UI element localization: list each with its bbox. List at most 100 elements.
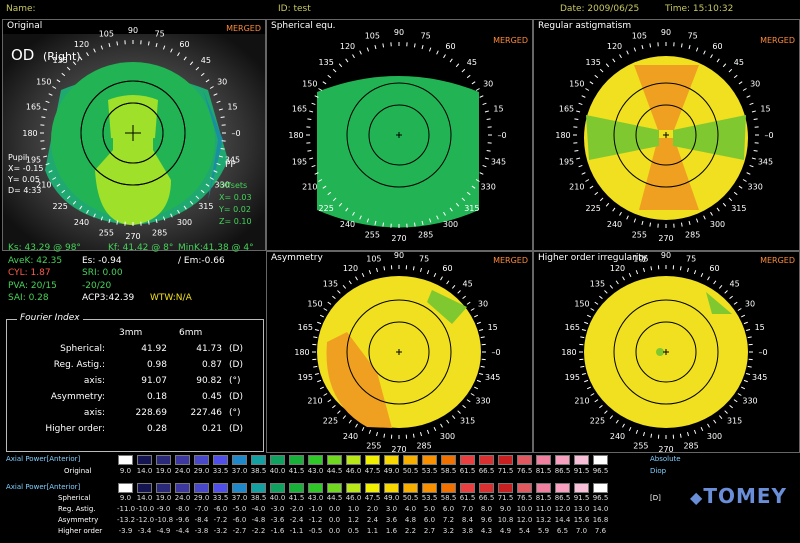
axis-tick: [327, 301, 332, 305]
scale-value: 2.2: [404, 527, 417, 535]
scale-value: 9.6: [480, 516, 493, 524]
axis-label: 225: [53, 202, 68, 211]
axis-tick: [355, 423, 358, 428]
axis-tick: [753, 149, 758, 152]
axis-label: 60: [709, 264, 719, 273]
header-bar: Name: ID: test Date: 2009/06/25 Time: 15…: [0, 0, 800, 18]
scale-value: 50.5: [402, 494, 419, 502]
axis-tick: [45, 162, 50, 166]
axis-tick: [599, 197, 604, 202]
color-swatch: [555, 483, 570, 493]
axis-tick: [679, 433, 682, 438]
scale-value: -13.2: [117, 516, 136, 524]
axis-tick: [72, 200, 77, 205]
axis-tick: [218, 108, 223, 111]
scale-value: 41.5: [288, 494, 305, 502]
axis-tick: [733, 74, 738, 79]
axis-tick: [451, 415, 456, 419]
color-swatch: [384, 455, 399, 465]
axis-tick: [713, 280, 717, 285]
original-map-panel[interactable]: Original MERGED –0 15 30 45 60 75 90 105 120 135 1…: [2, 19, 266, 251]
axis-tick: [436, 215, 439, 220]
asymmetry-map-panel[interactable]: Asymmetry MERGED –0 15 30 45 60 75 90 105 120 135…: [266, 251, 533, 453]
axis-tick: [48, 170, 53, 173]
axis-tick: [605, 63, 610, 68]
axis-tick: [586, 314, 591, 318]
axis-tick: [649, 43, 652, 48]
cyl-value: CYL: 1.87: [8, 268, 51, 278]
color-swatch: [118, 455, 133, 465]
axis-tick: [746, 172, 751, 175]
axis-tick: [366, 47, 370, 52]
higher-order-panel[interactable]: Higher order irregularity MERGED –0 15 30 4…: [533, 251, 800, 453]
axis-tick: [318, 88, 323, 91]
axis-label: 30: [478, 300, 488, 309]
fourier-label: Spherical:: [60, 344, 105, 354]
axis-tick: [604, 410, 608, 414]
scale-title-fourier: Axial Power[Anterior]: [6, 483, 81, 491]
fourier-label: axis:: [83, 376, 105, 386]
axis-label: 15: [227, 102, 237, 111]
axis-tick: [455, 202, 460, 207]
em-value: / Em:-0.66: [178, 256, 225, 266]
scale-value: 14.4: [554, 516, 571, 524]
spherical-map: –0 15 30 45 60 75 90 105 120 135 150 165 180 195 210 22…: [288, 28, 506, 243]
axis-tick: [743, 321, 748, 325]
axis-label: 15: [488, 323, 498, 332]
axis-label: 195: [292, 158, 307, 167]
regular-astigmatism-panel[interactable]: Regular astigmatism MERGED –0 15 30 45 60 75 9…: [533, 19, 800, 251]
color-swatch: [441, 483, 456, 493]
scale-value: 58.5: [440, 467, 457, 475]
fourier-label: axis:: [83, 408, 105, 418]
exam-date: Date: 2009/06/25: [560, 4, 640, 14]
axis-label: 210: [302, 183, 317, 192]
color-swatch: [460, 483, 475, 493]
scale-value: 44.5: [326, 467, 343, 475]
axis-tick: [93, 48, 96, 53]
axis-tick: [100, 216, 104, 221]
axis-tick: [747, 365, 752, 368]
axis-label: 135: [323, 279, 338, 288]
axis-tick: [86, 52, 89, 57]
axis-tick: [41, 147, 46, 150]
scale-value: -12.0: [136, 516, 155, 524]
axis-tick: [751, 157, 756, 160]
axis-label: 90: [394, 252, 404, 260]
scale-value: 33.5: [212, 467, 229, 475]
scale-value: 38.5: [250, 467, 267, 475]
panel-title: Spherical equ.: [271, 21, 336, 31]
name-label: Name:: [6, 4, 36, 14]
axis-tick: [375, 267, 379, 272]
axis-tick: [751, 110, 756, 113]
color-swatch: [308, 483, 323, 493]
axis-tick: [479, 328, 484, 332]
axis-label: 90: [661, 252, 671, 260]
axis-tick: [359, 215, 362, 220]
scale-value: 14.0: [136, 494, 153, 502]
axis-label: 15: [493, 104, 503, 113]
axis-tick: [317, 321, 322, 325]
color-swatch: [422, 455, 437, 465]
spherical-map-panel[interactable]: Spherical equ. MERGED –0 15 30 45 60 75 90 105 1…: [266, 19, 533, 251]
axis-label: 285: [152, 228, 167, 237]
axis-tick: [213, 93, 218, 96]
axis-label: 165: [298, 323, 313, 332]
axis-label: –0: [758, 348, 767, 357]
axis-tick: [361, 272, 365, 277]
axis-tick: [461, 68, 466, 73]
scale-value: -4.8: [251, 516, 266, 524]
scale-value: 8.4: [461, 516, 474, 524]
axis-tick: [649, 222, 652, 227]
color-swatch: [555, 455, 570, 465]
scale-value: 46.0: [345, 494, 362, 502]
scale-value: 7.2: [442, 516, 455, 524]
row-label-asym: Asymmetry: [58, 516, 99, 524]
axis-tick: [52, 86, 57, 89]
axis-tick: [419, 432, 423, 437]
axis-tick: [479, 372, 484, 376]
fourier-label: Higher order:: [45, 424, 105, 434]
axis-tick: [183, 205, 187, 210]
color-swatch: [270, 455, 285, 465]
color-swatch: [213, 455, 228, 465]
color-swatch: [498, 483, 513, 493]
